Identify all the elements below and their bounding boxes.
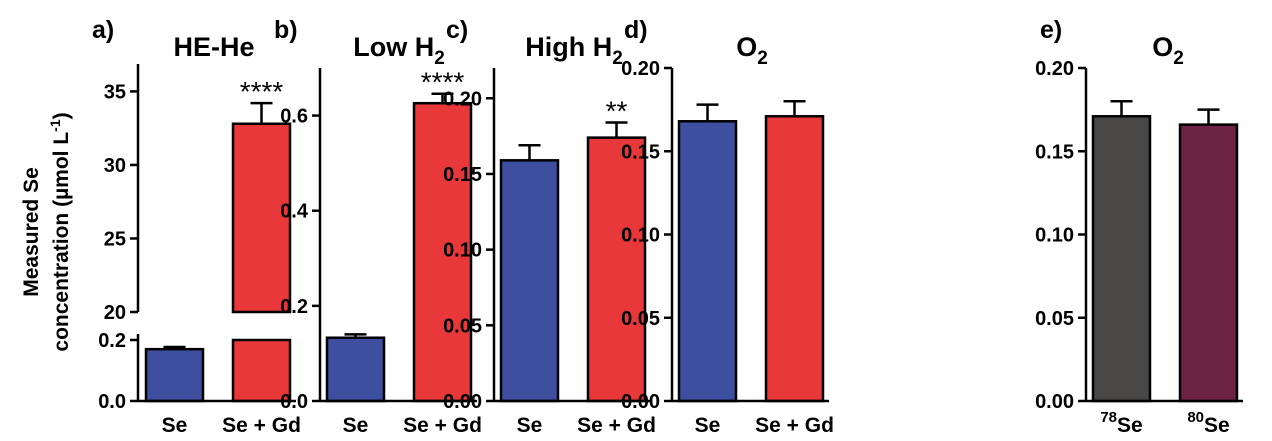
panel-title: HE-He	[173, 32, 254, 62]
y-tick-label: 0.0	[98, 391, 126, 413]
y-tick-label: 0.00	[1035, 391, 1074, 413]
y-axis-label-close: )	[50, 112, 73, 119]
y-tick-label: 0.20	[621, 58, 660, 80]
panel-title-main: O	[736, 32, 757, 62]
bar	[677, 120, 738, 403]
y-axis-label-main: concentration (µmol L	[50, 132, 73, 352]
significance-label: **	[606, 95, 628, 126]
y-axis-label: Measured Se concentration (µmol L-1)	[20, 112, 73, 351]
y-tick-label: 25	[104, 228, 126, 250]
y-tick-label: 0.15	[443, 164, 482, 186]
significance-label: ****	[240, 76, 284, 107]
panel-a: a) HE-He 0.0 0.2 20 25 30 35 **** Se Se + Gd	[92, 16, 301, 437]
panel-title-subscript: 2	[1173, 48, 1184, 69]
panel-title-subscript: 2	[434, 48, 445, 69]
panel-title-subscript: 2	[612, 48, 623, 69]
y-tick-label: 0.10	[621, 225, 660, 247]
category-label-main: Se	[1117, 414, 1143, 437]
bar	[499, 159, 560, 403]
y-tick-label: 0.4	[280, 201, 309, 223]
y-tick-label: 0.2	[280, 296, 308, 318]
y-axis-label-line2: concentration (µmol L-1)	[47, 112, 73, 351]
panel-letter: b)	[274, 16, 298, 44]
category-label: Se + Gd	[577, 414, 656, 437]
category-label: 80Se	[1187, 409, 1229, 437]
panel-title: Low H2	[353, 32, 445, 69]
category-isotope-superscript: 80	[1187, 409, 1204, 426]
y-tick-label: 0.00	[443, 391, 482, 413]
bar	[325, 336, 386, 403]
panel-title: O2	[1152, 32, 1184, 69]
y-tick-label: 0.05	[1035, 308, 1074, 330]
panel-title-main: HE-He	[173, 32, 254, 62]
category-label: Se	[695, 414, 721, 437]
category-isotope-superscript: 78	[1100, 409, 1117, 426]
panel-title: O2	[736, 32, 768, 69]
panel-letter: d)	[624, 16, 648, 44]
panel-c: c) High H2 0.00 0.05 0.10 0.15 0.20 ** Se Se + Gd	[443, 16, 656, 437]
y-tick-label: 0.20	[1035, 58, 1074, 80]
y-tick-label: 0.20	[443, 88, 482, 110]
panel-b: b) Low H2 0.0 0.2 0.4 0.6 **** Se Se + Gd	[274, 16, 482, 437]
category-label: Se	[517, 414, 543, 437]
panel-title-main: O	[1152, 32, 1173, 62]
bar	[586, 136, 647, 403]
panel-d: d) O2 0.00 0.05 0.10 0.15 0.20 Se Se + Gd	[621, 16, 834, 437]
panel-letter: c)	[446, 16, 468, 44]
category-label: Se	[343, 414, 369, 437]
bar	[144, 347, 205, 403]
panels: a) HE-He 0.0 0.2 20 25 30 35 **** Se Se + Gd b) Low …	[92, 16, 1243, 437]
y-tick-label: 0.2	[98, 330, 126, 352]
category-label: Se	[162, 414, 188, 437]
y-tick-label: 35	[104, 81, 126, 103]
panel-letter: a)	[92, 16, 114, 44]
y-tick-label: 0.0	[280, 391, 308, 413]
category-label: 78Se	[1100, 409, 1142, 437]
bar-lower-segment	[231, 338, 292, 403]
panel-title: High H2	[525, 32, 623, 69]
category-label: Se + Gd	[403, 414, 482, 437]
category-label: Se + Gd	[222, 414, 301, 437]
y-tick-label: 0.10	[443, 240, 482, 262]
panel-title-subscript: 2	[757, 48, 768, 69]
y-axis-label-line1: Measured Se	[20, 167, 43, 297]
significance-label: ****	[421, 67, 465, 98]
y-tick-label: 0.05	[621, 308, 660, 330]
y-axis-label-exponent: -1	[47, 119, 63, 132]
category-label-main: Se	[1204, 414, 1230, 437]
bar	[1178, 123, 1239, 403]
y-tick-label: 0.05	[443, 315, 482, 337]
panel-title-main: High H	[525, 32, 612, 62]
panel-letter: e)	[1040, 16, 1062, 44]
bar	[412, 101, 473, 403]
y-tick-label: 0.15	[1035, 141, 1074, 163]
y-tick-label: 30	[104, 155, 126, 177]
y-tick-label: 0.6	[280, 106, 308, 128]
bar	[1091, 115, 1152, 403]
y-tick-label: 0.15	[621, 141, 660, 163]
y-tick-label: 0.00	[621, 391, 660, 413]
y-tick-label: 20	[104, 302, 126, 324]
y-tick-label: 0.10	[1035, 225, 1074, 247]
bar	[764, 115, 825, 403]
panel-title-main: Low H	[353, 32, 434, 62]
category-label: Se + Gd	[755, 414, 834, 437]
